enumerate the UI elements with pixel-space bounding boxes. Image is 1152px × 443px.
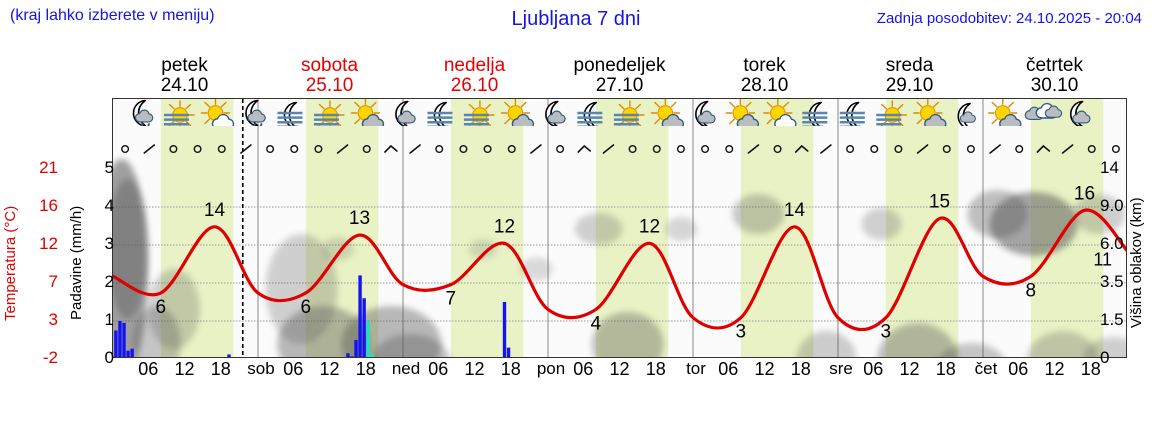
svg-text:16: 16 xyxy=(1074,183,1095,204)
svg-text:4: 4 xyxy=(591,313,602,334)
svg-text:14: 14 xyxy=(204,200,226,221)
svg-text:7: 7 xyxy=(446,289,457,310)
svg-text:14: 14 xyxy=(784,200,806,221)
svg-text:6: 6 xyxy=(301,297,312,318)
svg-text:15: 15 xyxy=(929,192,950,213)
svg-text:12: 12 xyxy=(639,216,660,237)
svg-text:3: 3 xyxy=(736,322,747,343)
svg-text:13: 13 xyxy=(349,208,370,229)
svg-text:12: 12 xyxy=(494,216,515,237)
svg-text:8: 8 xyxy=(1026,280,1037,301)
svg-text:3: 3 xyxy=(881,322,892,343)
svg-text:6: 6 xyxy=(156,297,167,318)
